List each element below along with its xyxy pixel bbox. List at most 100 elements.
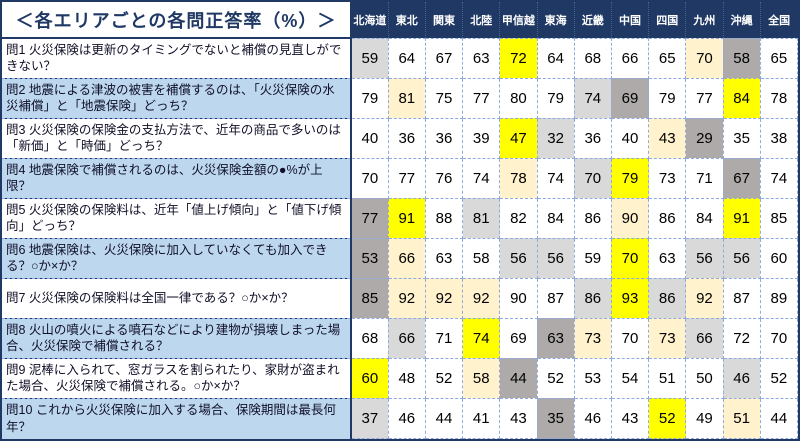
table-row: 問9 泥棒に入られて、窓ガラスを割られたり、家財が盗まれた場合、火災保険で補償さ… — [2, 357, 798, 399]
value-cell: 40 — [610, 117, 650, 159]
value-cell: 79 — [648, 77, 687, 119]
value-cell: 72 — [499, 37, 538, 79]
value-cell: 53 — [573, 357, 612, 399]
value-cell: 88 — [424, 197, 464, 239]
value-cell: 44 — [759, 397, 798, 439]
value-cell: 58 — [722, 37, 761, 79]
value-cell: 77 — [350, 197, 389, 239]
value-cell: 84 — [685, 197, 724, 239]
value-cell: 68 — [350, 317, 389, 359]
value-cell: 91 — [722, 197, 761, 239]
table-row: 問1 火災保険は更新のタイミングでないと補償の見直しができない？ 59 64 67 63… — [2, 37, 798, 79]
value-cell: 44 — [424, 397, 464, 439]
value-cell: 65 — [648, 37, 687, 79]
question-cell: 問8 火山の噴火による噴石などにより建物が損壊しまった場合、火災保険で補償される… — [2, 317, 352, 359]
question-cell: 問2 地震による津波の被害を補償するのは、「火災保険の水災補償」と「地震保険」ど… — [2, 77, 352, 119]
question-cell: 問3 火災保険の保険金の支払方法で、近年の商品で多いのは「新価」と「時価」どっち… — [2, 117, 352, 159]
value-cell: 91 — [387, 197, 426, 239]
page-title: ＜各エリアごとの各問正答率（%）＞ — [2, 2, 352, 39]
column-header-region: 沖縄 — [722, 2, 761, 38]
question-cell: 問10 これから火災保険に加入する場合、保険期間は最長何年？ — [2, 397, 352, 439]
value-cell: 48 — [387, 357, 426, 399]
column-header-region: 東海 — [536, 2, 575, 38]
value-cell: 74 — [536, 157, 575, 199]
value-cell: 54 — [610, 357, 650, 399]
value-cell: 49 — [685, 397, 724, 439]
value-cell: 78 — [759, 77, 798, 119]
value-cell: 64 — [536, 37, 575, 79]
value-cell: 43 — [610, 397, 650, 439]
value-cell: 72 — [722, 317, 761, 359]
table-row: 問5 火災保険の保険料は、近年「値上げ傾向」と「値下げ傾向」どっち？ 77 91 88… — [2, 197, 798, 239]
value-cell: 58 — [462, 237, 501, 279]
value-cell: 46 — [722, 357, 761, 399]
column-header-region: 中国 — [610, 2, 649, 38]
table-row: 問10 これから火災保険に加入する場合、保険期間は最長何年？ 37 46 44 41 43… — [2, 397, 798, 439]
value-cell: 68 — [573, 37, 612, 79]
value-cell: 78 — [499, 157, 538, 199]
value-cell: 90 — [499, 277, 538, 319]
value-cell: 59 — [573, 237, 612, 279]
question-cell: 問7 火災保険の保険料は全国一律である？○か×か？ — [2, 277, 352, 319]
column-header-region: 全国 — [759, 2, 798, 38]
value-cell: 50 — [685, 357, 724, 399]
value-cell: 86 — [648, 197, 687, 239]
value-cell: 35 — [536, 397, 575, 439]
value-cell: 56 — [685, 237, 724, 279]
column-header-region: 北陸 — [462, 2, 500, 38]
value-cell: 69 — [610, 77, 650, 119]
value-cell: 79 — [610, 157, 650, 199]
value-cell: 89 — [759, 277, 798, 319]
value-cell: 81 — [387, 77, 426, 119]
value-cell: 51 — [648, 357, 687, 399]
value-cell: 29 — [685, 117, 724, 159]
value-cell: 74 — [462, 157, 501, 199]
table-body: 問1 火災保険は更新のタイミングでないと補償の見直しができない？ 59 64 67 63… — [2, 37, 798, 439]
value-cell: 90 — [610, 197, 650, 239]
table-row: 問8 火山の噴火による噴石などにより建物が損壊しまった場合、火災保険で補償される… — [2, 317, 798, 359]
value-cell: 56 — [536, 237, 575, 279]
value-cell: 38 — [759, 117, 798, 159]
value-cell: 46 — [387, 397, 426, 439]
value-cell: 63 — [424, 237, 464, 279]
value-cell: 92 — [424, 277, 464, 319]
value-cell: 73 — [573, 317, 612, 359]
value-cell: 40 — [350, 117, 389, 159]
value-cell: 37 — [350, 397, 389, 439]
value-cell: 79 — [350, 77, 389, 119]
value-cell: 70 — [610, 317, 650, 359]
question-cell: 問9 泥棒に入られて、窓ガラスを割られたり、家財が盗まれた場合、火災保険で補償さ… — [2, 357, 352, 399]
value-cell: 52 — [648, 397, 687, 439]
value-cell: 76 — [424, 157, 464, 199]
value-cell: 63 — [462, 37, 501, 79]
value-cell: 77 — [387, 157, 426, 199]
value-cell: 66 — [685, 317, 724, 359]
value-cell: 59 — [350, 37, 389, 79]
question-cell: 問4 地震保険で補償されるのは、火災保険金額の●%が上限？ — [2, 157, 352, 199]
value-cell: 71 — [685, 157, 724, 199]
value-cell: 65 — [759, 37, 798, 79]
value-cell: 43 — [499, 397, 538, 439]
table-row: 問4 地震保険で補償されるのは、火災保険金額の●%が上限？ 70 77 76 74 78 7… — [2, 157, 798, 199]
value-cell: 66 — [387, 317, 426, 359]
value-cell: 60 — [350, 357, 389, 399]
value-cell: 53 — [350, 237, 389, 279]
value-cell: 73 — [648, 157, 687, 199]
table-row: 問3 火災保険の保険金の支払方法で、近年の商品で多いのは「新価」と「時価」どっち… — [2, 117, 798, 159]
value-cell: 52 — [759, 357, 798, 399]
value-cell: 52 — [536, 357, 575, 399]
value-cell: 70 — [350, 157, 389, 199]
value-cell: 69 — [499, 317, 538, 359]
value-cell: 74 — [462, 317, 501, 359]
value-cell: 56 — [499, 237, 538, 279]
value-cell: 74 — [573, 77, 612, 119]
column-header-region: 北海道 — [350, 2, 389, 38]
value-cell: 86 — [648, 277, 687, 319]
value-cell: 70 — [610, 237, 650, 279]
table-row: 問6 地震保険は、火災保険に加入していなくても加入できる？○か×か？ 53 66 63… — [2, 237, 798, 279]
value-cell: 64 — [387, 37, 426, 79]
value-cell: 66 — [387, 237, 426, 279]
value-cell: 52 — [424, 357, 464, 399]
table-header: ＜各エリアごとの各問正答率（%）＞ 北海道 東北 関東 北陸 甲信越 東海 近畿 中国 四国 九州… — [2, 2, 798, 39]
